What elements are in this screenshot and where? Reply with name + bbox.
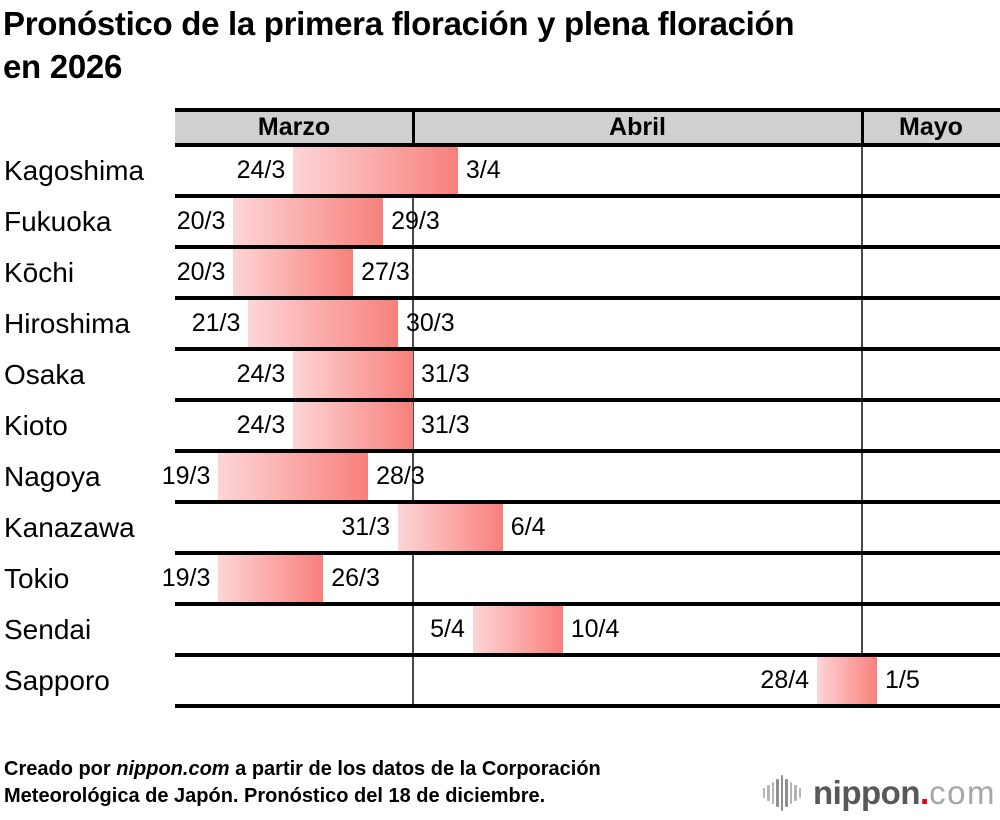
soundwave-icon — [762, 775, 804, 811]
city-label: Tokio — [4, 563, 70, 594]
bloom-period-bar — [817, 657, 877, 704]
full-bloom-date: 3/4 — [465, 156, 501, 184]
month-header-2: Abril — [609, 113, 666, 141]
table-rule — [175, 347, 1000, 351]
bloom-period-bar — [218, 453, 369, 500]
soundwave-bar — [789, 782, 793, 804]
first-bloom-date: 24/3 — [236, 360, 286, 388]
full-bloom-date: 28/3 — [376, 462, 425, 490]
first-bloom-date: 21/3 — [191, 309, 241, 337]
city-label: Sapporo — [4, 665, 110, 696]
table-rule — [175, 108, 1000, 112]
soundwave-bar — [780, 775, 784, 811]
footer-credit: Creado por nippon.com a partir de los da… — [4, 756, 718, 810]
city-label: Hiroshima — [4, 308, 131, 339]
soundwave-bar — [762, 788, 766, 798]
bloom-period-bar — [293, 402, 413, 449]
city-label: Sendai — [4, 614, 92, 645]
month-header-3: Mayo — [899, 113, 963, 141]
logo-text-com: com — [929, 774, 996, 811]
credit-source: nippon.com — [116, 758, 230, 780]
bloom-period-bar — [293, 147, 458, 194]
city-label: Kagoshima — [4, 155, 145, 186]
city-label: Nagoya — [4, 461, 101, 492]
full-bloom-date: 27/3 — [361, 258, 410, 286]
soundwave-bar — [771, 782, 775, 804]
table-rule — [175, 245, 1000, 249]
city-label: Kōchi — [4, 257, 75, 288]
chart-title-line2: en 2026 — [3, 48, 122, 85]
first-bloom-date: 19/3 — [161, 564, 211, 592]
table-rule — [175, 500, 1000, 504]
full-bloom-date: 31/3 — [421, 360, 470, 388]
month-header-divider — [412, 112, 415, 143]
first-bloom-date: 20/3 — [176, 207, 226, 235]
month-header-divider — [861, 112, 864, 143]
full-bloom-date: 1/5 — [885, 666, 920, 694]
first-bloom-date: 20/3 — [176, 258, 226, 286]
chart-title-line1: Pronóstico de la primera floración y ple… — [3, 5, 795, 42]
bloom-period-bar — [293, 351, 413, 398]
first-bloom-date: 24/3 — [236, 411, 286, 439]
credit-suffix: a partir de los datos de la Corporación … — [4, 758, 601, 807]
soundwave-bar — [785, 779, 788, 807]
soundwave-bar — [794, 785, 797, 801]
table-rule — [175, 551, 1000, 555]
month-header-1: Marzo — [257, 113, 331, 141]
table-rule — [175, 296, 1000, 300]
full-bloom-date: 6/4 — [510, 513, 546, 541]
first-bloom-date: 24/3 — [236, 156, 286, 184]
month-gridline — [861, 147, 863, 704]
city-label: Kanazawa — [4, 512, 135, 543]
table-rule — [175, 653, 1000, 657]
full-bloom-date: 30/3 — [406, 309, 455, 337]
table-rule — [175, 602, 1000, 606]
bloom-period-bar — [398, 504, 503, 551]
logo-text-nippon: nippon — [813, 774, 920, 811]
full-bloom-date: 31/3 — [421, 411, 470, 439]
full-bloom-date: 10/4 — [570, 615, 620, 643]
logo-dot: . — [919, 774, 930, 811]
city-label: Kioto — [4, 410, 68, 441]
first-bloom-date: 5/4 — [430, 615, 465, 643]
full-bloom-date: 29/3 — [391, 207, 440, 235]
table-rule — [175, 398, 1000, 402]
credit-prefix: Creado por — [4, 758, 117, 780]
bloom-forecast-table: Marzo Abril Mayo 24/3 3/4 20/3 29/3 20/3 27/3 21/… — [0, 108, 1000, 708]
plot-area: Marzo Abril Mayo 24/3 3/4 20/3 29/3 20/3 27/3 21/… — [162, 108, 1000, 708]
soundwave-bar — [767, 785, 770, 801]
table-rule — [175, 704, 1000, 708]
bloom-period-bar — [233, 249, 354, 296]
city-label: Osaka — [4, 359, 85, 390]
city-label: Fukuoka — [4, 206, 112, 237]
nippon-logo: nippon . com — [762, 772, 996, 814]
bloom-period-bar — [218, 555, 324, 602]
table-rule — [175, 449, 1000, 453]
first-bloom-date: 28/4 — [760, 666, 810, 694]
soundwave-bar — [776, 779, 779, 807]
table-rule — [175, 194, 1000, 198]
first-bloom-date: 31/3 — [341, 513, 390, 541]
table-rule — [175, 143, 1000, 147]
bloom-period-bar — [472, 606, 563, 653]
first-bloom-date: 19/3 — [161, 462, 211, 490]
full-bloom-date: 26/3 — [331, 564, 380, 592]
chart-title: Pronóstico de la primera floración y ple… — [3, 2, 997, 88]
month-gridline — [412, 147, 414, 704]
bloom-period-bar — [248, 300, 399, 347]
bloom-period-bar — [233, 198, 384, 245]
soundwave-bar — [798, 788, 802, 798]
